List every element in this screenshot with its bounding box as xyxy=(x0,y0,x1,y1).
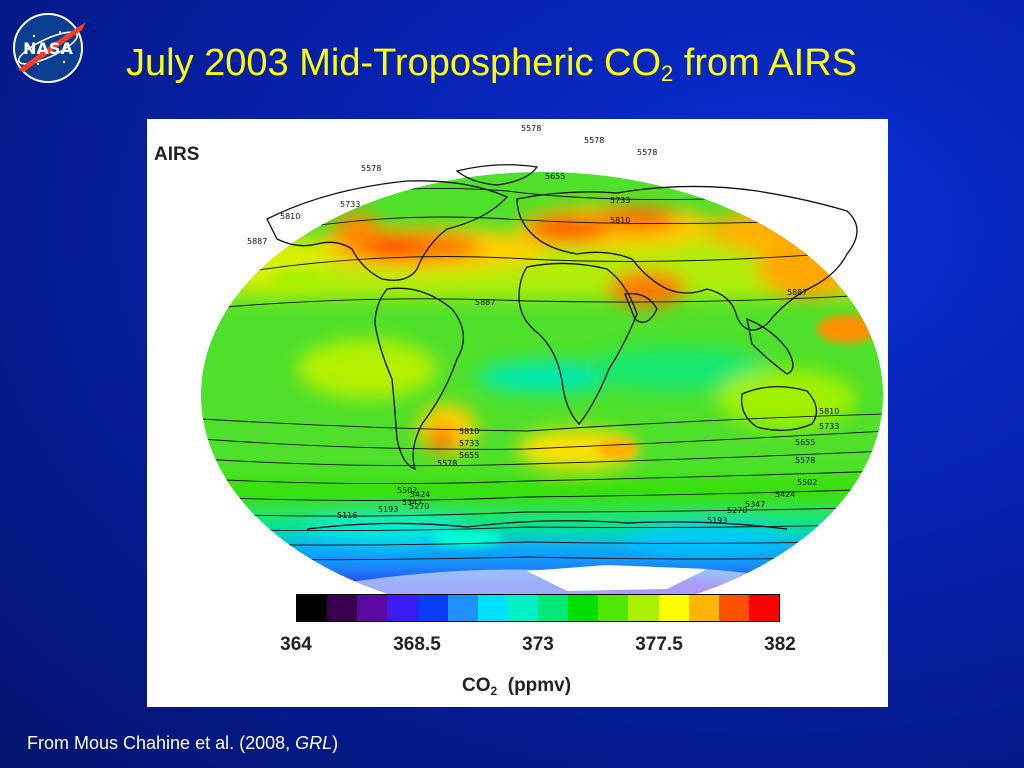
colorbar-segment xyxy=(327,595,358,621)
nasa-logo: NASA xyxy=(13,13,86,83)
colorbar-segment xyxy=(628,595,659,621)
contour-label: 5578 xyxy=(795,456,815,465)
colorbar-segment xyxy=(748,595,779,621)
colorbar-segment xyxy=(658,595,689,621)
contour-label: 5502 xyxy=(797,478,817,487)
colorbar-segment xyxy=(538,595,569,621)
colorbar-segment xyxy=(718,595,749,621)
contour-label: 5578 xyxy=(584,136,604,145)
contour-label: 5887 xyxy=(475,298,495,307)
colorbar-segment xyxy=(568,595,599,621)
colorbar-segment xyxy=(507,595,538,621)
contour-label: 5193 xyxy=(707,516,727,525)
contour-label: 5655 xyxy=(545,172,565,181)
co2-colorbar xyxy=(296,594,780,622)
contour-label: 5578 xyxy=(361,164,381,173)
contour-label: 5116 xyxy=(337,511,357,520)
colorbar-tick-label: 368.5 xyxy=(393,634,441,655)
colorbar-tick-label: 382 xyxy=(764,634,796,655)
contour-label: 5733 xyxy=(610,196,630,205)
contour-label: 5733 xyxy=(340,200,360,209)
contour-label: 5810 xyxy=(280,212,300,221)
figure-label: AIRS xyxy=(154,144,200,165)
colorbar-tick-label: 364 xyxy=(280,634,312,655)
co2-world-map: 5578 5578 5578 5733 5810 5887 5810 5733 … xyxy=(201,124,883,618)
colorbar-tick-label: 377.5 xyxy=(635,634,683,655)
colorbar-segment xyxy=(297,595,328,621)
colorbar-segment xyxy=(447,595,478,621)
contour-label: 5502 xyxy=(397,486,417,495)
contour-label: 5347 xyxy=(402,498,422,507)
contour-label: 5270 xyxy=(409,502,429,511)
contour-label: 5270 xyxy=(727,506,747,515)
contour-label: 5655 xyxy=(459,451,479,460)
contour-label: 5578 xyxy=(521,124,541,133)
contour-label: 5887 xyxy=(247,237,267,246)
contour-label: 5193 xyxy=(378,505,398,514)
colorbar-segment xyxy=(598,595,629,621)
contour-label: 5347 xyxy=(745,500,765,509)
contour-label: 5733 xyxy=(819,422,839,431)
colorbar-tick-label: 373 xyxy=(522,634,554,655)
colorbar-unit-label: CO2 (ppmv) xyxy=(462,675,572,698)
contour-label: 5655 xyxy=(795,438,815,447)
contour-label: 5887 xyxy=(787,288,807,297)
co2-map-figure: AIRS xyxy=(147,119,888,707)
contour-label: 5733 xyxy=(459,439,479,448)
colorbar-segment xyxy=(417,595,448,621)
contour-label: 5424 xyxy=(775,490,795,499)
contour-label: 5578 xyxy=(437,459,457,468)
contour-label: 5424 xyxy=(410,490,430,499)
contour-label: 5810 xyxy=(819,407,839,416)
contour-label: 5578 xyxy=(637,148,657,157)
colorbar-segment xyxy=(688,595,719,621)
colorbar-segment xyxy=(477,595,508,621)
colorbar-segment xyxy=(387,595,418,621)
contour-label: 5810 xyxy=(610,216,630,225)
svg-text:NASA: NASA xyxy=(23,39,73,58)
colorbar-segment xyxy=(357,595,388,621)
source-caption: From Mous Chahine et al. (2008, GRL) xyxy=(27,733,339,753)
contour-label: 5810 xyxy=(459,427,479,436)
slide-title: July 2003 Mid-Tropospheric CO2 from AIRS xyxy=(126,42,857,86)
